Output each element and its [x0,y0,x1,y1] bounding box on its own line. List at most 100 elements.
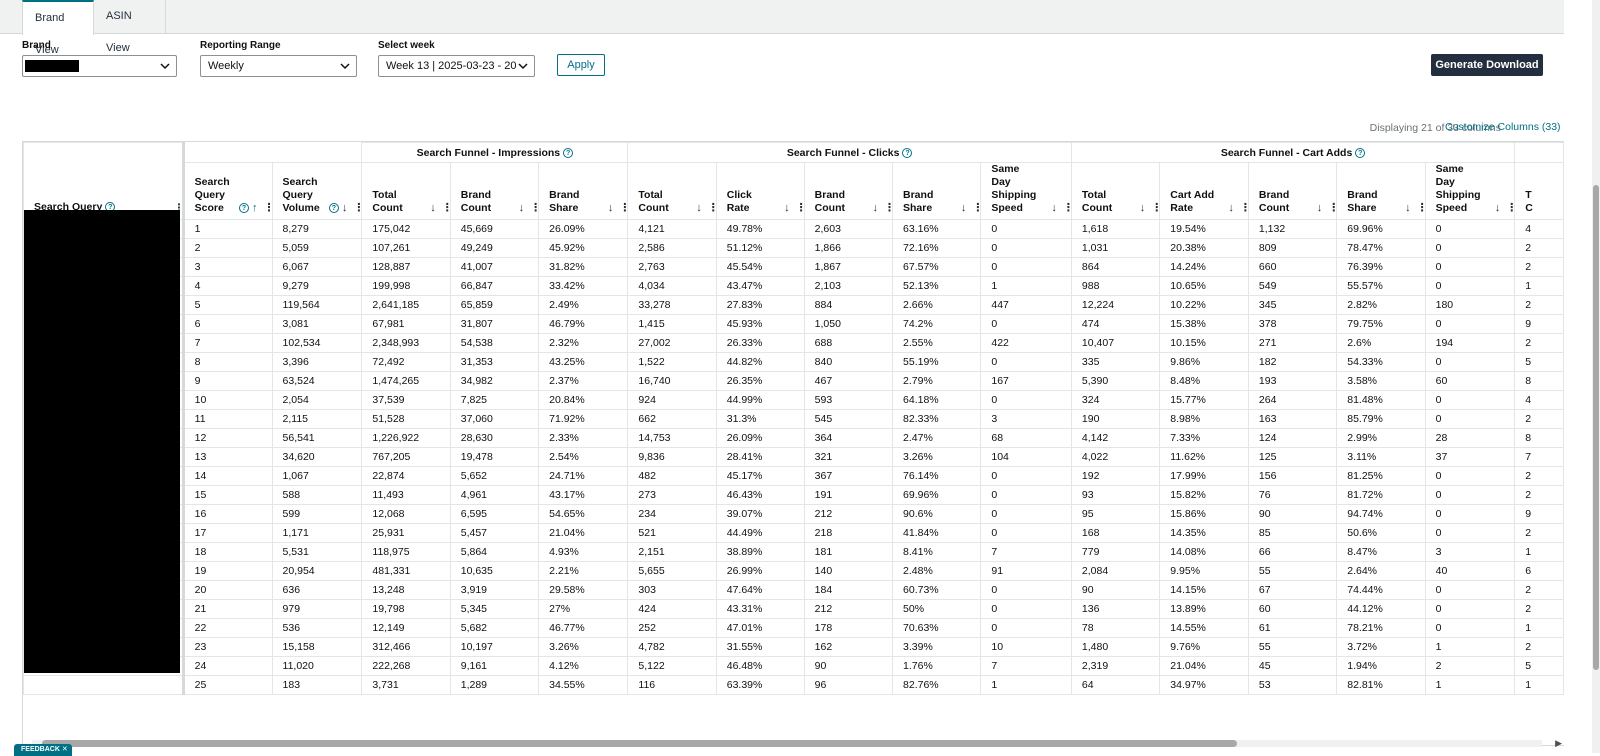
table-row[interactable]: 14 1,067 22,874 5,652 24.71% 482 45.17% 367 76.1… [23,466,1564,486]
col-search-query[interactable]: Search Query? ⋮ [23,142,185,220]
table-cell: 0 [1424,390,1516,410]
table-cell: 34,982 [449,371,540,391]
table-row[interactable]: 19 20,954 481,331 10,635 2.21% 5,655 26.99% 140… [23,561,1564,581]
col-clk-sameday[interactable]: Same Day Shipping Speed↓⋮ [980,162,1072,220]
column-menu-icon[interactable]: ⋮ [619,202,626,215]
generate-download-button[interactable]: Generate Download [1431,54,1543,76]
scroll-thumb[interactable] [42,740,1237,747]
col-clk-rate[interactable]: Click Rate↓⋮ [715,162,805,220]
col-cart-rate[interactable]: Cart Add Rate↓⋮ [1159,162,1249,220]
week-select[interactable]: Week 13 | 2025-03-23 - 2025 [378,55,535,77]
search-query-cell[interactable] [23,675,185,695]
tab-asin-view[interactable]: ASIN View [94,0,166,54]
column-menu-icon[interactable]: ⋮ [972,202,979,215]
table-row[interactable]: 8 3,396 72,492 31,353 43.25% 1,522 44.82% 840 55… [23,352,1564,372]
column-menu-icon[interactable]: ⋮ [884,202,891,215]
table-row[interactable]: 7 102,534 2,348,993 54,538 2.32% 27,002 26.33%… [23,333,1564,353]
col-sq-score[interactable]: Search Query Score? ↑ ⋮ [182,162,273,220]
col-imp-share[interactable]: Brand Share↓⋮ [538,162,629,220]
table-row[interactable]: 6 3,081 67,981 31,807 46.79% 1,415 45.93% 1,050… [23,314,1564,334]
table-row[interactable]: 21 979 19,798 5,345 27% 424 43.31% 212 50% 0 136 13… [23,599,1564,619]
table-row[interactable]: 24 11,020 222,268 9,161 4.12% 5,122 46.48% 90 1.… [23,656,1564,676]
column-menu-icon[interactable]: ⋮ [1328,202,1335,215]
sort-descending-icon[interactable]: ↓ [1316,202,1323,214]
col-clk-brand[interactable]: Brand Count↓⋮ [803,162,894,220]
column-menu-icon[interactable]: ⋮ [530,202,537,215]
table-cell: 3 [182,257,273,277]
column-menu-icon[interactable]: ⋮ [1417,202,1424,215]
column-menu-icon[interactable]: ⋮ [353,202,361,215]
sort-descending-icon[interactable]: ↓ [1494,202,1501,214]
col-cart-share[interactable]: Brand Share↓⋮ [1336,162,1426,220]
sort-descending-icon[interactable]: ↓ [960,202,967,214]
vertical-scrollbar[interactable] [1592,0,1600,753]
column-menu-icon[interactable]: ⋮ [796,202,804,215]
help-icon[interactable]: ? [328,203,339,214]
apply-button[interactable]: Apply [557,54,605,76]
table-row[interactable]: 23 15,158 312,466 10,197 3.26% 4,782 31.55% 162… [23,637,1564,657]
scroll-thumb[interactable] [1593,185,1599,670]
sort-descending-icon[interactable]: ↓ [1051,202,1057,214]
sort-descending-icon[interactable]: ↓ [1139,202,1146,214]
col-clk-share[interactable]: Brand Share↓⋮ [892,162,982,220]
sort-descending-icon[interactable]: ↓ [1228,202,1234,214]
sort-ascending-icon[interactable]: ↑ [252,202,258,214]
col-controls: ↓⋮ [518,202,538,215]
column-menu-icon[interactable]: ⋮ [708,202,715,215]
col-cart-sameday[interactable]: Same Day Shipping Speed↓⋮ [1424,162,1516,220]
column-menu-icon[interactable]: ⋮ [1151,202,1158,215]
table-row[interactable]: 15 588 11,493 4,961 43.17% 273 46.43% 191 69.96%… [23,485,1564,505]
table-row[interactable]: 4 9,279 199,998 66,847 33.42% 4,034 43.47% 2,10… [23,276,1564,296]
column-menu-icon[interactable]: ⋮ [1506,202,1514,215]
sort-descending-icon[interactable]: ↓ [872,202,879,214]
table-row[interactable]: 22 536 12,149 5,682 46.77% 252 47.01% 178 70.63%… [23,618,1564,638]
sort-descending-icon[interactable]: ↓ [696,202,702,214]
help-icon[interactable]: ? [238,203,249,214]
table-row[interactable]: 25 183 3,731 1,289 34.55% 116 63.39% 96 82.76% 1 6… [23,675,1564,695]
col-cart-next[interactable]: T C [1514,162,1564,220]
table-row[interactable]: 5 119,564 2,641,185 65,859 2.49% 33,278 27.83%… [23,295,1564,315]
horizontal-scrollbar[interactable]: ▶ [22,738,1564,748]
sort-descending-icon[interactable]: ↓ [784,202,790,214]
help-icon[interactable]: ? [902,147,913,158]
table-row[interactable]: 10 2,054 37,539 7,825 20.84% 924 44.99% 593 64.1… [23,390,1564,410]
table-row[interactable]: 2 5,059 107,261 49,249 45.92% 2,586 51.12% 1,86… [23,238,1564,258]
table-row[interactable]: 3 6,067 128,887 41,007 31.82% 2,763 45.54% 1,86… [23,257,1564,277]
customize-columns-link[interactable]: Customize Columns (33) [1445,121,1561,133]
sort-descending-icon[interactable]: ↓ [1405,202,1411,214]
table-cell: 96 [803,675,894,695]
table-row[interactable]: 12 56,541 1,226,922 28,630 2.33% 14,753 26.09%… [23,428,1564,448]
brand-select[interactable] [22,55,177,77]
tab-brand-view[interactable]: Brand View [22,0,94,56]
table-row[interactable]: 20 636 13,248 3,919 29.58% 303 47.64% 184 60.73%… [23,580,1564,600]
feedback-button[interactable]: FEEDBACK ✕ [14,744,72,756]
column-menu-icon[interactable]: ⋮ [264,202,272,215]
sort-descending-icon[interactable]: ↓ [607,202,614,214]
table-row[interactable]: 16 599 12,068 6,595 54.65% 234 39.07% 212 90.6% 0… [23,504,1564,524]
column-menu-icon[interactable]: ⋮ [442,202,449,215]
column-menu-icon[interactable]: ⋮ [1240,202,1248,215]
table-row[interactable]: 18 5,531 118,975 5,864 4.93% 2,151 38.89% 181 8.… [23,542,1564,562]
column-menu-icon[interactable]: ⋮ [173,202,184,214]
table-row[interactable]: 11 2,115 51,528 37,060 71.92% 662 31.3% 545 82.3… [23,409,1564,429]
col-imp-brand[interactable]: Brand Count↓⋮ [449,162,540,220]
sort-descending-icon[interactable]: ↓ [341,202,348,214]
table-cell: 5,864 [449,542,540,562]
table-row[interactable]: 13 34,620 767,205 19,478 2.54% 9,836 28.41% 321… [23,447,1564,467]
column-menu-icon[interactable]: ⋮ [1063,202,1071,215]
sort-descending-icon[interactable]: ↓ [430,202,436,214]
sort-descending-icon[interactable]: ↓ [518,202,525,214]
col-cart-total[interactable]: Total Count↓⋮ [1070,162,1161,220]
col-imp-total[interactable]: Total Count↓⋮ [361,162,451,220]
help-icon[interactable]: ? [1355,147,1366,158]
table-row[interactable]: 17 1,171 25,931 5,457 21.04% 521 44.49% 218 41.8… [23,523,1564,543]
col-sq-volume[interactable]: Search Query Volume? ↓ ⋮ [271,162,363,220]
table-row[interactable]: 1 8,279 175,042 45,669 26.09% 4,121 49.78% 2,60… [23,219,1564,239]
table-cell: 46.79% [538,314,629,334]
scroll-right-icon[interactable]: ▶ [1555,738,1562,748]
col-clk-total[interactable]: Total Count↓⋮ [627,162,717,220]
reporting-range-select[interactable]: Weekly [200,55,357,77]
help-icon[interactable]: ? [563,147,574,158]
table-row[interactable]: 9 63,524 1,474,265 34,982 2.37% 16,740 26.35% 4… [23,371,1564,391]
col-cart-brand[interactable]: Brand Count↓⋮ [1247,162,1338,220]
